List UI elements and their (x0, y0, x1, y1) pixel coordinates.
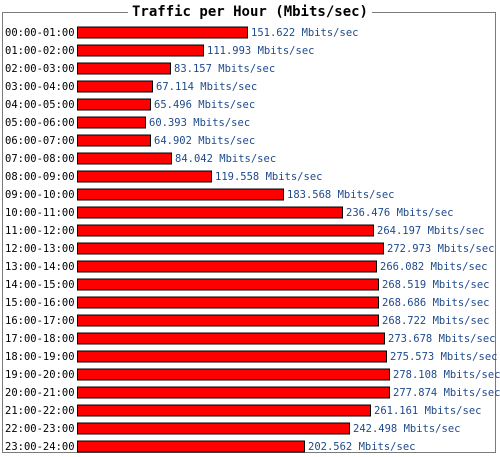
category-label: 13:00-14:00 (5, 261, 75, 273)
category-label: 21:00-22:00 (5, 405, 75, 417)
bar (77, 188, 284, 201)
bar (77, 278, 379, 291)
bar (77, 152, 172, 165)
category-label: 06:00-07:00 (5, 135, 75, 147)
value-label: 242.498 Mbits/sec (353, 423, 460, 435)
bar (77, 26, 248, 39)
bar (77, 422, 350, 435)
value-label: 272.973 Mbits/sec (387, 243, 494, 255)
value-label: 261.161 Mbits/sec (374, 405, 481, 417)
category-label: 18:00-19:00 (5, 351, 75, 363)
category-label: 12:00-13:00 (5, 243, 75, 255)
value-label: 111.993 Mbits/sec (207, 45, 314, 57)
category-label: 19:00-20:00 (5, 369, 75, 381)
category-label: 05:00-06:00 (5, 117, 75, 129)
value-label: 65.496 Mbits/sec (154, 99, 255, 111)
category-label: 02:00-03:00 (5, 63, 75, 75)
chart-title: Traffic per Hour (Mbits/sec) (127, 4, 372, 20)
value-label: 275.573 Mbits/sec (390, 351, 497, 363)
value-label: 60.393 Mbits/sec (149, 117, 250, 129)
category-label: 14:00-15:00 (5, 279, 75, 291)
bar (77, 314, 379, 327)
value-label: 268.519 Mbits/sec (382, 279, 489, 291)
bar (77, 242, 384, 255)
bar (77, 98, 151, 111)
bar (77, 440, 305, 453)
bar (77, 116, 146, 129)
category-label: 03:00-04:00 (5, 81, 75, 93)
value-label: 266.082 Mbits/sec (380, 261, 487, 273)
category-label: 17:00-18:00 (5, 333, 75, 345)
bar (77, 368, 390, 381)
bar (77, 350, 387, 363)
category-label: 22:00-23:00 (5, 423, 75, 435)
value-label: 278.108 Mbits/sec (393, 369, 500, 381)
category-label: 11:00-12:00 (5, 225, 75, 237)
bar (77, 44, 204, 57)
category-label: 16:00-17:00 (5, 315, 75, 327)
chart-title-wrap: Traffic per Hour (Mbits/sec) (0, 4, 500, 20)
value-label: 83.157 Mbits/sec (174, 63, 275, 75)
bar (77, 134, 151, 147)
category-label: 15:00-16:00 (5, 297, 75, 309)
category-label: 10:00-11:00 (5, 207, 75, 219)
category-label: 01:00-02:00 (5, 45, 75, 57)
bar (77, 62, 171, 75)
value-label: 277.874 Mbits/sec (393, 387, 500, 399)
value-label: 67.114 Mbits/sec (156, 81, 257, 93)
bar (77, 170, 212, 183)
category-label: 04:00-05:00 (5, 99, 75, 111)
bar (77, 386, 390, 399)
value-label: 151.622 Mbits/sec (251, 27, 358, 39)
bar (77, 296, 379, 309)
bar (77, 206, 343, 219)
value-label: 268.722 Mbits/sec (382, 315, 489, 327)
value-label: 236.476 Mbits/sec (346, 207, 453, 219)
value-label: 273.678 Mbits/sec (388, 333, 495, 345)
category-label: 00:00-01:00 (5, 27, 75, 39)
value-label: 64.902 Mbits/sec (154, 135, 255, 147)
bar (77, 224, 374, 237)
value-label: 119.558 Mbits/sec (215, 171, 322, 183)
bar (77, 260, 377, 273)
value-label: 183.568 Mbits/sec (287, 189, 394, 201)
bar (77, 80, 153, 93)
category-label: 23:00-24:00 (5, 441, 75, 453)
category-label: 09:00-10:00 (5, 189, 75, 201)
value-label: 202.562 Mbits/sec (308, 441, 415, 453)
category-label: 07:00-08:00 (5, 153, 75, 165)
value-label: 268.686 Mbits/sec (382, 297, 489, 309)
value-label: 84.042 Mbits/sec (175, 153, 276, 165)
category-label: 20:00-21:00 (5, 387, 75, 399)
bar (77, 332, 385, 345)
value-label: 264.197 Mbits/sec (377, 225, 484, 237)
bar (77, 404, 371, 417)
category-label: 08:00-09:00 (5, 171, 75, 183)
